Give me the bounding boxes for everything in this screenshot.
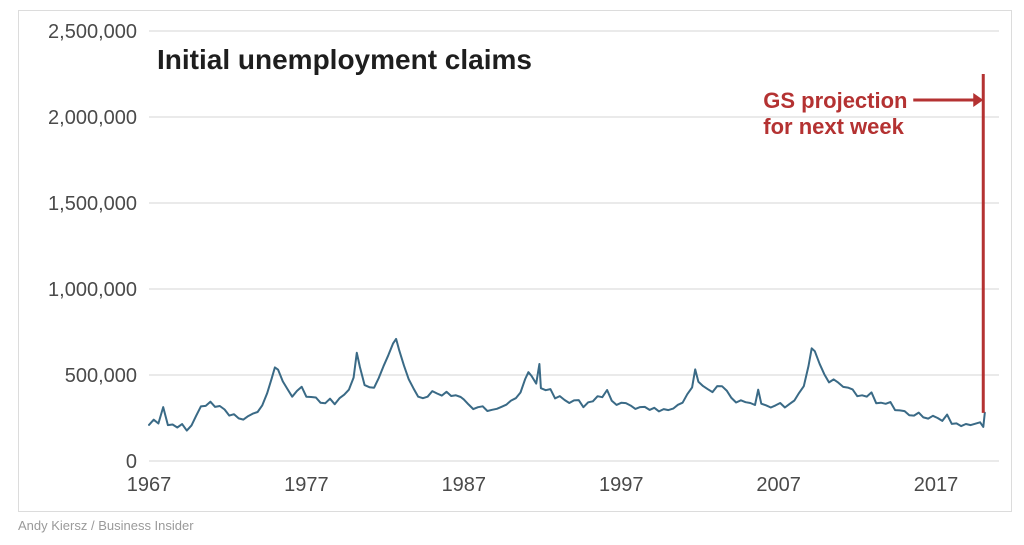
claims-line	[149, 339, 985, 431]
chart-title: Initial unemployment claims	[157, 44, 532, 75]
x-tick-label: 2007	[756, 474, 801, 496]
x-tick-label: 1967	[127, 474, 172, 496]
y-tick-label: 2,000,000	[48, 107, 137, 129]
x-tick-label: 1997	[599, 474, 644, 496]
y-tick-label: 2,500,000	[48, 21, 137, 43]
y-tick-label: 1,000,000	[48, 279, 137, 301]
chart-svg: 0 500,000 1,000,000 1,500,000 2,000,000 2,500…	[19, 11, 1011, 511]
projection-label-1: GS projection	[763, 88, 907, 113]
x-tick-label: 1977	[284, 474, 329, 496]
y-tick-label: 500,000	[65, 365, 137, 387]
projection-label-2: for next week	[763, 114, 904, 139]
x-tick-label: 2017	[914, 474, 959, 496]
y-tick-label: 1,500,000	[48, 193, 137, 215]
x-tick-label: 1987	[442, 474, 487, 496]
chart-credit: Andy Kiersz / Business Insider	[18, 518, 194, 533]
y-tick-label: 0	[126, 451, 137, 473]
chart-container: 0 500,000 1,000,000 1,500,000 2,000,000 2,500…	[18, 10, 1012, 512]
chart-frame: 0 500,000 1,000,000 1,500,000 2,000,000 2,500…	[0, 0, 1024, 545]
